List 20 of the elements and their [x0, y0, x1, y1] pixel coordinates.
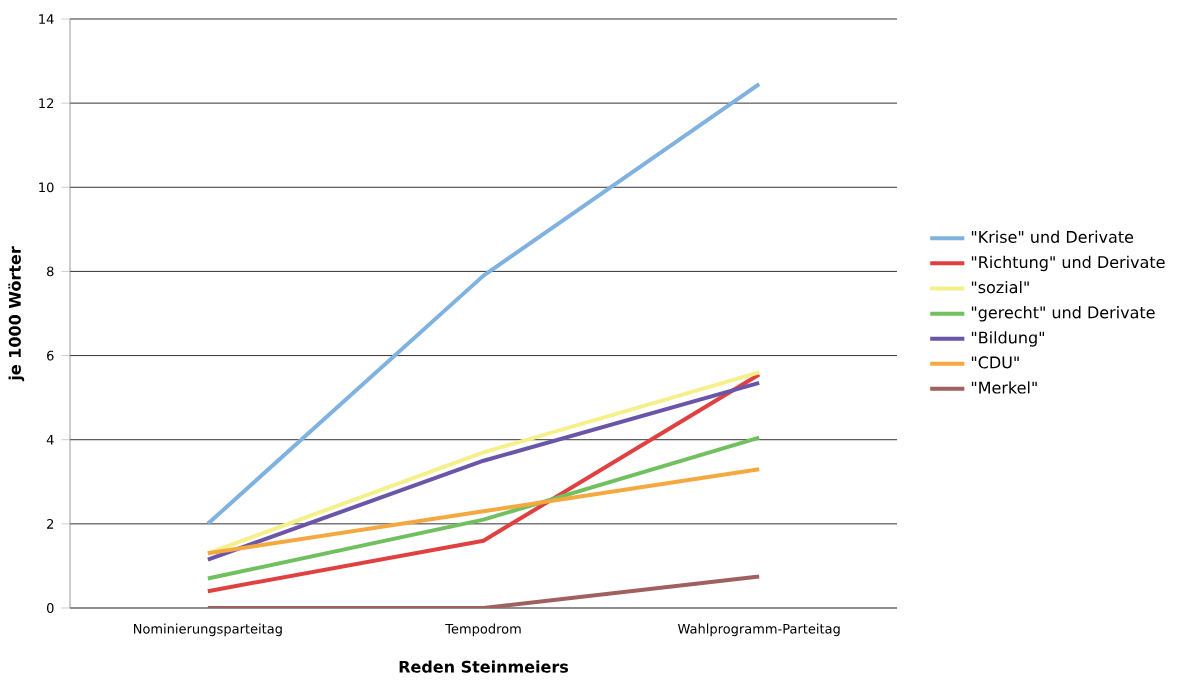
x-axis-title: Reden Steinmeiers: [399, 660, 569, 673]
x-tick-label: Tempodrom: [445, 623, 521, 637]
y-tick-label: 10: [39, 182, 54, 193]
legend-label: "Richtung" und Derivate: [971, 255, 1165, 272]
legend-label: "CDU": [971, 356, 1019, 369]
y-tick-label: 8: [47, 266, 54, 277]
x-tick-label: Nominierungsparteitag: [134, 623, 282, 637]
y-tick-label: 12: [39, 98, 54, 108]
y-tick-label: 14: [39, 14, 54, 24]
y-tick-label: 2: [47, 519, 54, 529]
legend-label: "sozial": [971, 280, 1029, 294]
y-axis-title: je 1000 Wörter: [8, 246, 25, 382]
y-tick-label: 0: [46, 603, 54, 613]
y-tick-label: 6: [47, 350, 54, 361]
legend-label: "gerecht" und Derivate: [971, 306, 1155, 322]
y-tick-label: 4: [46, 434, 54, 445]
legend-label: "Merkel": [971, 381, 1037, 394]
legend-label: "Bildung": [971, 331, 1045, 347]
x-tick-label: Wahlprogramm-Parteitag: [677, 623, 840, 637]
legend-label: "Krise" und Derivate: [971, 230, 1134, 243]
